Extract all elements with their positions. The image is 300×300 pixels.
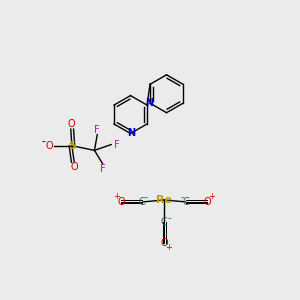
Text: O: O xyxy=(70,162,78,172)
Text: F: F xyxy=(113,140,119,150)
Text: O: O xyxy=(160,238,168,248)
Text: -: - xyxy=(168,213,171,223)
Text: +: + xyxy=(114,192,121,201)
Text: +: + xyxy=(208,192,215,201)
Text: Re: Re xyxy=(156,195,172,205)
Text: N: N xyxy=(127,128,135,139)
Text: N: N xyxy=(145,98,153,108)
Text: O: O xyxy=(68,119,76,129)
Text: +: + xyxy=(165,243,172,252)
Text: F: F xyxy=(94,124,100,135)
Text: F: F xyxy=(100,164,105,174)
Text: O: O xyxy=(203,197,211,207)
Text: S: S xyxy=(68,141,76,151)
Text: -: - xyxy=(180,192,184,202)
Text: O: O xyxy=(46,141,53,151)
Text: -: - xyxy=(41,136,45,147)
Text: C: C xyxy=(139,197,145,207)
Text: -: - xyxy=(144,192,148,202)
Text: C: C xyxy=(183,197,190,207)
Text: C: C xyxy=(161,217,168,227)
Text: O: O xyxy=(117,197,125,207)
